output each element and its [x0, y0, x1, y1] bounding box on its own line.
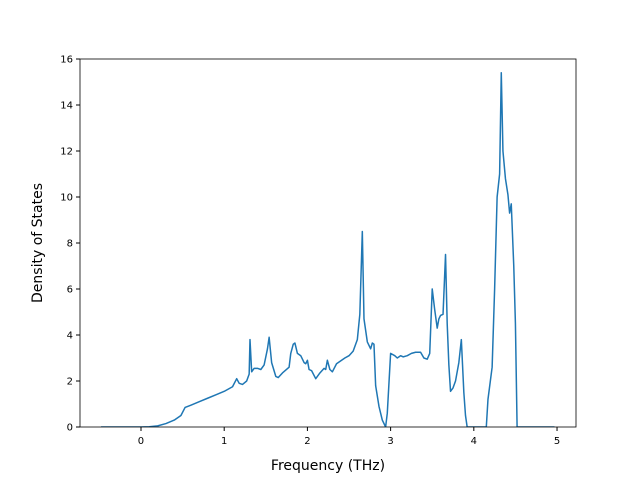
y-tick-label: 0: [67, 423, 73, 434]
y-tick-label: 12: [60, 147, 73, 158]
y-tick-label: 8: [67, 239, 73, 250]
y-axis-label: Density of States: [30, 183, 46, 303]
y-tick-label: 14: [60, 101, 73, 112]
data-line: [101, 72, 555, 427]
x-tick-label: 2: [304, 436, 310, 447]
plot-frame: [79, 58, 577, 428]
x-axis-label: Frequency (THz): [271, 458, 385, 474]
x-tick-label: 0: [138, 436, 144, 447]
y-tick-label: 4: [67, 331, 73, 342]
y-tick-label: 16: [60, 55, 73, 66]
x-tick-label: 1: [221, 436, 227, 447]
y-tick-label: 2: [67, 377, 73, 388]
y-tick-label: 6: [67, 285, 73, 296]
x-tick-label: 3: [387, 436, 393, 447]
x-tick-label: 5: [554, 436, 560, 447]
y-tick-label: 10: [60, 193, 73, 204]
x-tick-label: 4: [471, 436, 477, 447]
